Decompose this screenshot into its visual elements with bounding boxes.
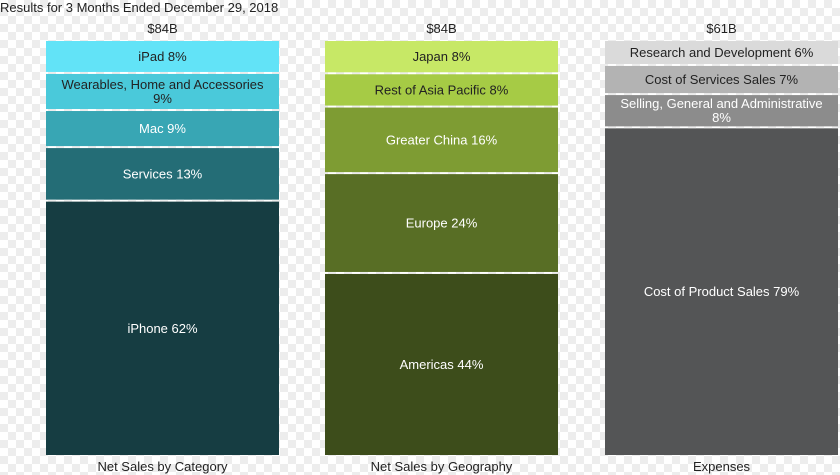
category-label: Expenses [693, 459, 751, 474]
bar-segment [325, 174, 558, 272]
bar-segment [605, 65, 838, 94]
bar-segment [325, 273, 558, 455]
segment-label: Wearables, Home and Accessories [61, 77, 264, 92]
category-label: Net Sales by Category [97, 459, 228, 474]
segment-label: Greater China 16% [386, 132, 498, 147]
segment-label: iPhone 62% [127, 321, 198, 336]
bar-segment [325, 74, 558, 106]
segment-label: 9% [153, 91, 172, 106]
bar-segment [46, 148, 279, 200]
segment-label: Japan 8% [413, 49, 471, 64]
bar-segment [605, 41, 838, 64]
chart-title: Results for 3 Months Ended December 29, … [0, 0, 279, 15]
segment-label: Europe 24% [406, 216, 478, 231]
bar-segment [46, 111, 279, 147]
segment-label: Americas 44% [400, 357, 484, 372]
bar-segment [46, 41, 279, 72]
bar-segment [46, 73, 279, 110]
segment-label: Services 13% [123, 166, 203, 181]
segment-label: Research and Development 6% [630, 45, 814, 60]
column-total-label: $61B [706, 21, 736, 36]
column-total-label: $84B [147, 21, 177, 36]
bar-segment [46, 201, 279, 455]
segment-label: Mac 9% [139, 121, 186, 136]
column-total-label: $84B [426, 21, 456, 36]
category-label: Net Sales by Geography [371, 459, 513, 474]
bar-segment [325, 41, 558, 73]
segment-label: Selling, General and Administrative [620, 96, 822, 111]
segment-label: 8% [712, 110, 731, 125]
bar-segment [605, 128, 838, 456]
segment-label: iPad 8% [138, 49, 187, 64]
segment-label: Cost of Product Sales 79% [644, 284, 800, 299]
segment-label: Cost of Services Sales 7% [645, 72, 799, 87]
segment-label: Rest of Asia Pacific 8% [375, 82, 509, 97]
bar-segment [605, 95, 838, 127]
bar-segment [325, 107, 558, 173]
